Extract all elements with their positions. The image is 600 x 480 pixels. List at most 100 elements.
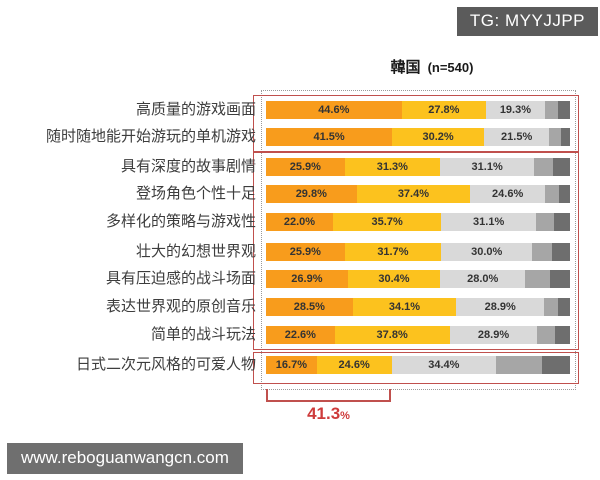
segment-value-label: 44.6% [318,104,350,116]
bar-row: 28.5% 34.1% 28.9% [266,298,570,316]
bar-segment-rank-1: 25.9% [266,158,345,176]
bar-row: 29.8% 37.4% 24.6% [266,185,570,203]
bar-segment-rank-3: 24.6% [470,185,546,203]
segment-value-label: 28.0% [467,273,499,285]
segment-value-label: 24.6% [492,188,524,200]
segment-value-label: 27.8% [428,104,460,116]
bar-segment-rank-2: 37.4% [356,185,471,203]
category-label: 随时随地能开始游玩的单机游戏 [45,128,256,145]
segment-value-label: 28.9% [484,301,516,313]
category-label: 壮大的幻想世界观 [135,243,256,260]
bar-segment-rank-5 [541,356,570,374]
category-label: 具有深度的故事剧情 [120,158,256,175]
chart-title-country: 韓国 [390,59,421,76]
bar-segment-rank-3: 31.1% [439,158,535,176]
bar-segment-rank-4 [534,158,554,176]
bar-segment-rank-2: 24.6% [316,356,392,374]
segment-value-label: 16.7% [275,359,307,371]
bar-segment-rank-1: 28.5% [266,298,353,316]
bar-segment-rank-3: 31.1% [441,213,536,231]
category-label: 多样化的策略与游戏性 [105,213,256,230]
bar-segment-rank-5 [555,326,570,344]
segment-value-label: 28.5% [293,301,325,313]
bar-segment-rank-4 [525,270,550,288]
bar-row: 16.7% 24.6% 34.4% [266,356,570,374]
segment-value-label: 26.9% [291,273,323,285]
bar-segment-rank-5 [549,270,570,288]
bar-segment-rank-5 [552,243,570,261]
chart-title: 韓国 (n=540) [280,56,584,77]
plot-area-dotted-frame [261,90,576,390]
highlight-box-top-group [253,95,579,152]
highlight-box-bottom-group [253,352,579,384]
bar-segment-rank-4 [545,185,559,203]
category-label: 表达世界观的原创音乐 [105,298,256,315]
segment-value-label: 34.4% [428,359,460,371]
bar-segment-rank-5 [558,298,570,316]
chart-title-sample: (n=540) [427,60,474,75]
bar-segment-rank-2: 31.3% [344,158,440,176]
bar-segment-rank-2: 37.8% [334,326,450,344]
category-label: 登场角色个性十足 [135,185,256,202]
segment-value-label: 37.4% [397,188,430,200]
bar-segment-rank-2: 30.4% [347,270,441,288]
segment-value-label: 22.0% [283,216,316,228]
bar-segment-rank-3: 21.5% [483,128,550,146]
segment-value-label: 34.1% [388,301,421,313]
bar-row: 25.9% 31.3% 31.1% [266,158,570,176]
bar-segment-rank-2: 35.7% [332,213,442,231]
category-label: 简单的战斗玩法 [150,326,256,343]
bar-row: 22.0% 35.7% 31.1% [266,213,570,231]
bar-segment-rank-4 [537,326,556,344]
segment-value-label: 28.9% [477,329,510,341]
bar-segment-rank-2: 34.1% [352,298,457,316]
bar-segment-rank-4 [544,101,559,119]
bar-segment-rank-1: 22.0% [266,213,333,231]
segment-value-label: 41.5% [313,131,345,143]
segment-value-label: 21.5% [501,131,533,143]
annotation-bracket [266,389,391,402]
bar-row: 22.6% 37.8% 28.9% [266,326,570,344]
segment-value-label: 31.7% [377,246,409,258]
bar-segment-rank-4 [544,298,559,316]
category-label: 高质量的游戏画面 [135,101,256,118]
segment-value-label: 22.6% [284,329,316,341]
bar-segment-rank-3: 28.9% [449,326,538,344]
segment-value-label: 30.0% [471,246,503,258]
segment-value-label: 30.4% [378,273,410,285]
bar-segment-rank-3: 34.4% [391,356,497,374]
bar-segment-rank-5 [560,128,570,146]
segment-value-label: 25.9% [289,246,321,258]
segment-value-label: 37.8% [376,329,408,341]
category-label: 具有压迫感的战斗场面 [105,270,256,287]
segment-value-label: 25.9% [289,161,321,173]
bar-segment-rank-3: 19.3% [486,101,545,119]
watermark: www.reboguanwangcn.com [7,443,243,474]
bar-segment-rank-1: 41.5% [266,128,393,146]
segment-value-label: 19.3% [499,104,532,116]
bar-segment-rank-1: 25.9% [266,243,345,261]
bar-segment-rank-1: 22.6% [266,326,335,344]
segment-value-label: 30.2% [422,131,454,143]
segment-value-label: 24.6% [338,359,370,371]
bar-segment-rank-1: 26.9% [266,270,348,288]
bar-segment-rank-4 [535,213,555,231]
bar-segment-rank-5 [554,213,570,231]
bar-segment-rank-5 [553,158,570,176]
bar-segment-rank-4 [549,128,561,146]
bar-row: 26.9% 30.4% 28.0% [266,270,570,288]
bar-segment-rank-5 [558,185,570,203]
bar-row: 44.6% 27.8% 19.3% [266,101,570,119]
bar-segment-rank-3: 28.0% [440,270,526,288]
bar-segment-rank-2: 31.7% [344,243,442,261]
highlight-box-middle-group [253,152,579,350]
bar-segment-rank-1: 16.7% [266,356,317,374]
bar-segment-rank-5 [558,101,570,119]
annotation-value: 41.3 [307,404,341,423]
tg-badge: TG: MYYJJPP [456,7,598,36]
bar-segment-rank-4 [532,243,553,261]
bar-segment-rank-4 [496,356,542,374]
bar-segment-rank-3: 28.9% [456,298,545,316]
bar-segment-rank-3: 30.0% [441,243,533,261]
